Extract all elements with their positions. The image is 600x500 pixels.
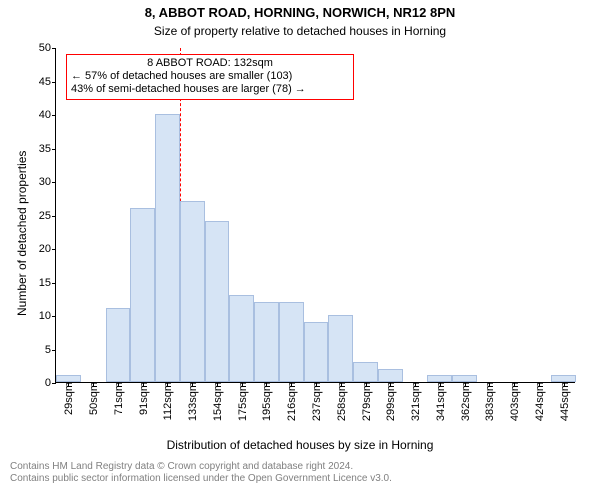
x-tick-mark: [68, 382, 69, 386]
x-tick-label: 403sqm: [507, 382, 521, 421]
histogram-bar: [205, 221, 230, 382]
histogram-bar: [328, 315, 353, 382]
annotation-line: 8 ABBOT ROAD: 132sqm: [71, 57, 349, 70]
y-tick-mark: [52, 182, 56, 183]
x-tick-label: 341sqm: [433, 382, 447, 421]
histogram-bar: [106, 308, 131, 382]
x-tick-label: 362sqm: [458, 382, 472, 421]
histogram-bar: [56, 375, 81, 382]
x-tick-label: 258sqm: [334, 382, 348, 421]
y-axis-label: Number of detached properties: [15, 150, 29, 315]
x-tick-mark: [291, 382, 292, 386]
histogram-bar: [427, 375, 452, 382]
x-tick-mark: [167, 382, 168, 386]
x-tick-mark: [242, 382, 243, 386]
x-tick-label: 424sqm: [532, 382, 546, 421]
x-tick-mark: [465, 382, 466, 386]
chart-title: 8, ABBOT ROAD, HORNING, NORWICH, NR12 8P…: [0, 5, 600, 20]
x-tick-label: 445sqm: [557, 382, 571, 421]
x-tick-label: 195sqm: [259, 382, 273, 421]
x-tick-mark: [192, 382, 193, 386]
footer-line-2: Contains public sector information licen…: [10, 473, 392, 485]
histogram-bar: [378, 369, 403, 382]
y-tick-mark: [52, 283, 56, 284]
y-tick-mark: [52, 149, 56, 150]
y-tick-mark: [52, 350, 56, 351]
chart-subtitle: Size of property relative to detached ho…: [0, 24, 600, 38]
x-tick-label: 216sqm: [284, 382, 298, 421]
x-tick-label: 91sqm: [136, 382, 150, 415]
annotation-line: ← 57% of detached houses are smaller (10…: [71, 70, 349, 83]
histogram-bar: [229, 295, 254, 382]
x-axis-label: Distribution of detached houses by size …: [0, 438, 600, 452]
y-tick-mark: [52, 316, 56, 317]
x-tick-mark: [93, 382, 94, 386]
y-tick-mark: [52, 249, 56, 250]
x-tick-label: 321sqm: [408, 382, 422, 421]
x-tick-mark: [118, 382, 119, 386]
x-tick-label: 29sqm: [61, 382, 75, 415]
x-tick-mark: [415, 382, 416, 386]
y-tick-mark: [52, 216, 56, 217]
property-size-chart: 8, ABBOT ROAD, HORNING, NORWICH, NR12 8P…: [0, 0, 600, 500]
chart-footer: Contains HM Land Registry data © Crown c…: [10, 461, 392, 485]
histogram-bar: [155, 114, 180, 382]
histogram-bar: [452, 375, 477, 382]
x-tick-mark: [440, 382, 441, 386]
y-tick-mark: [52, 48, 56, 49]
x-tick-mark: [564, 382, 565, 386]
histogram-bar: [353, 362, 378, 382]
x-tick-label: 299sqm: [383, 382, 397, 421]
x-tick-mark: [266, 382, 267, 386]
x-tick-mark: [143, 382, 144, 386]
x-tick-mark: [366, 382, 367, 386]
histogram-bar: [551, 375, 576, 382]
histogram-bar: [180, 201, 205, 382]
x-tick-mark: [539, 382, 540, 386]
x-tick-label: 175sqm: [235, 382, 249, 421]
x-tick-label: 383sqm: [482, 382, 496, 421]
histogram-bar: [304, 322, 329, 382]
x-tick-mark: [341, 382, 342, 386]
histogram-bar: [279, 302, 304, 382]
x-tick-label: 279sqm: [359, 382, 373, 421]
histogram-bar: [130, 208, 155, 382]
x-tick-mark: [489, 382, 490, 386]
x-tick-mark: [316, 382, 317, 386]
annotation-line: 43% of semi-detached houses are larger (…: [71, 83, 349, 96]
x-tick-mark: [217, 382, 218, 386]
footer-line-1: Contains HM Land Registry data © Crown c…: [10, 461, 392, 473]
histogram-bar: [254, 302, 279, 382]
y-tick-mark: [52, 82, 56, 83]
x-tick-mark: [514, 382, 515, 386]
property-annotation: 8 ABBOT ROAD: 132sqm← 57% of detached ho…: [66, 54, 354, 100]
x-tick-mark: [390, 382, 391, 386]
x-tick-label: 50sqm: [86, 382, 100, 415]
plot-area: 8 ABBOT ROAD: 132sqm← 57% of detached ho…: [55, 48, 575, 383]
x-tick-label: 112sqm: [160, 382, 174, 420]
x-tick-label: 71sqm: [111, 382, 125, 415]
y-tick-mark: [52, 383, 56, 384]
y-tick-mark: [52, 115, 56, 116]
x-tick-label: 154sqm: [210, 382, 224, 421]
x-tick-label: 133sqm: [185, 382, 199, 421]
x-tick-label: 237sqm: [309, 382, 323, 421]
